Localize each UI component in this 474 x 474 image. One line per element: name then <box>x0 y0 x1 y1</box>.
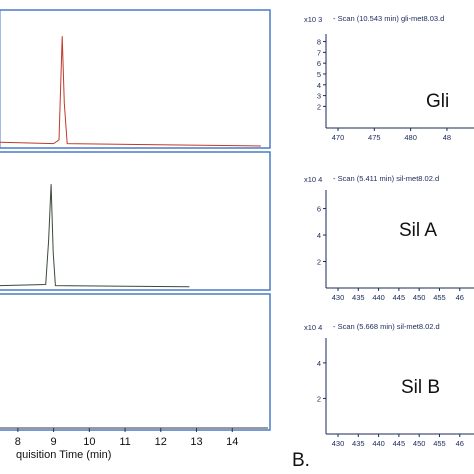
x-tick-label: 14 <box>226 436 238 448</box>
chromatogram-trace-middle <box>0 184 190 288</box>
chromatogram-x-axis-label: quisition Time (min) <box>16 449 111 461</box>
mass-spectrum-2: x10 4- Scan (5.411 min) sil-met8.02.d246… <box>304 174 474 302</box>
x-tick-label: 445 <box>393 439 406 448</box>
mass-spectrum-3: x10 4- Scan (5.668 min) sil-met8.02.d244… <box>304 322 474 448</box>
y-tick-label: 8 <box>317 38 321 47</box>
x-tick-label: 475 <box>368 133 381 142</box>
sample-label: Sil B <box>401 377 440 398</box>
x-tick-label: 12 <box>155 436 167 448</box>
x-tick-label: 435 <box>352 439 365 448</box>
x-tick-label: 9 <box>51 436 57 448</box>
chromatogram-panel-middle <box>0 151 271 291</box>
y-tick-label: 4 <box>317 81 321 90</box>
mass-spectrum-1: x10 3 - Scan (10.543 min) gli-met8.03.d 23… <box>304 14 474 142</box>
y-exponent-label: x10 4 <box>304 175 322 184</box>
y-exponent-label: x10 4 <box>304 323 322 332</box>
x-tick-label: 470 <box>332 133 345 142</box>
chromatogram-x-ticks: 8 9 10 11 12 13 14 <box>15 428 238 448</box>
x-tick-label: 11 <box>119 436 130 448</box>
y-tick-label: 3 <box>317 92 321 101</box>
x-tick-label: 450 <box>413 439 426 448</box>
x-tick-label: 46 <box>456 439 464 448</box>
x-tick-label: 430 <box>332 293 345 302</box>
x-tick-label: 450 <box>413 293 426 302</box>
chromatogram-panel-bottom: 8 9 10 11 12 13 14 <box>0 293 271 448</box>
y-tick-label: 4 <box>317 231 321 240</box>
scan-header: - Scan (5.668 min) sil-met8.02.d <box>333 322 440 331</box>
panel-letter-b: B. <box>292 450 310 471</box>
x-tick-label: 455 <box>433 439 446 448</box>
x-tick-label: 430 <box>332 439 345 448</box>
sample-label: Sil A <box>399 220 437 241</box>
x-tick-label: 8 <box>15 436 21 448</box>
x-tick-label: 440 <box>372 439 385 448</box>
chromatogram-trace-top <box>0 36 261 147</box>
x-tick-label: 480 <box>404 133 417 142</box>
x-tick-label: 10 <box>83 436 95 448</box>
sample-label: Gli <box>426 91 449 112</box>
x-tick-label: 46 <box>456 293 464 302</box>
x-tick-label: 440 <box>372 293 385 302</box>
y-tick-label: 6 <box>317 205 321 214</box>
mass-spectra-panels: x10 3- Scan (10.543 min) gli-met8.03.d23… <box>304 14 474 448</box>
chromatogram-panel-top <box>0 9 271 149</box>
y-tick-label: 6 <box>317 59 321 68</box>
x-tick-label: 455 <box>433 293 446 302</box>
y-tick-label: 2 <box>317 258 321 267</box>
x-tick-label: 13 <box>190 436 202 448</box>
x-tick-label: 48 <box>443 133 451 142</box>
y-tick-label: 7 <box>317 48 321 57</box>
y-tick-label: 2 <box>317 102 321 111</box>
scan-header: - Scan (10.543 min) gli-met8.03.d <box>333 14 444 23</box>
y-tick-label: 2 <box>317 394 321 403</box>
x-tick-label: 445 <box>393 293 406 302</box>
y-exponent-label: x10 3 <box>304 15 322 24</box>
y-tick-label: 5 <box>317 70 321 79</box>
y-tick-label: 4 <box>317 359 321 368</box>
scan-header: - Scan (5.411 min) sil-met8.02.d <box>333 174 439 183</box>
x-tick-label: 435 <box>352 293 365 302</box>
